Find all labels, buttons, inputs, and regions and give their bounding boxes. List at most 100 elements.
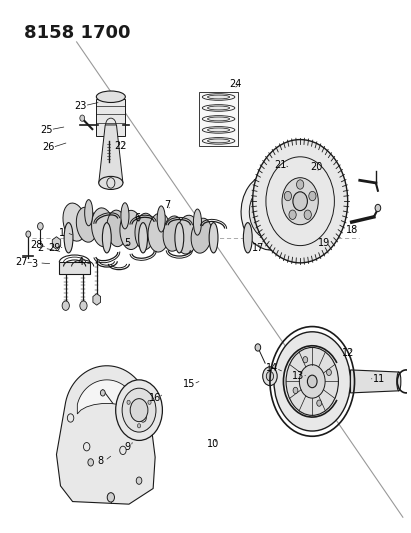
Ellipse shape [208, 106, 230, 110]
Ellipse shape [92, 208, 114, 247]
Text: 27: 27 [15, 257, 27, 268]
Ellipse shape [249, 183, 295, 240]
Ellipse shape [76, 207, 97, 242]
Polygon shape [96, 99, 125, 136]
Circle shape [115, 380, 162, 440]
Ellipse shape [241, 173, 303, 250]
Circle shape [303, 357, 308, 363]
Polygon shape [351, 370, 399, 393]
Circle shape [263, 367, 277, 385]
Circle shape [100, 390, 105, 396]
Text: 18: 18 [346, 225, 359, 235]
Circle shape [309, 191, 316, 201]
Text: 25: 25 [40, 125, 53, 135]
Polygon shape [56, 366, 155, 504]
Ellipse shape [85, 200, 93, 226]
Text: 23: 23 [74, 101, 87, 111]
Ellipse shape [208, 95, 230, 99]
Text: 8: 8 [98, 456, 104, 466]
Ellipse shape [120, 211, 142, 249]
Polygon shape [99, 125, 123, 183]
Ellipse shape [107, 210, 127, 247]
Text: 4: 4 [78, 257, 84, 268]
Circle shape [26, 231, 31, 237]
Circle shape [282, 177, 318, 225]
Circle shape [307, 375, 317, 387]
Circle shape [266, 372, 274, 381]
Text: 20: 20 [310, 162, 323, 172]
Polygon shape [77, 380, 136, 414]
Text: 14: 14 [266, 364, 278, 373]
Circle shape [289, 210, 296, 220]
Circle shape [62, 301, 69, 310]
Ellipse shape [163, 216, 183, 251]
Ellipse shape [243, 223, 252, 253]
Circle shape [137, 424, 141, 428]
Circle shape [293, 387, 298, 393]
Ellipse shape [175, 223, 184, 253]
Circle shape [107, 492, 115, 502]
Text: 22: 22 [115, 141, 127, 151]
Text: 8158 1700: 8158 1700 [24, 23, 131, 42]
Text: 9: 9 [124, 442, 130, 451]
Circle shape [80, 301, 87, 310]
Text: 17: 17 [252, 243, 264, 253]
Circle shape [88, 459, 94, 466]
Circle shape [299, 365, 325, 398]
Ellipse shape [176, 215, 199, 254]
Circle shape [122, 388, 156, 432]
Ellipse shape [209, 223, 218, 253]
Circle shape [284, 191, 291, 201]
Text: 13: 13 [292, 371, 304, 381]
Polygon shape [199, 92, 238, 147]
Ellipse shape [139, 223, 148, 253]
Text: 3: 3 [31, 259, 37, 269]
Text: 2: 2 [37, 243, 44, 253]
Text: 11: 11 [372, 374, 385, 384]
Ellipse shape [64, 223, 73, 253]
Ellipse shape [148, 213, 170, 252]
Ellipse shape [397, 372, 401, 391]
Ellipse shape [63, 203, 86, 241]
Polygon shape [93, 294, 101, 305]
Circle shape [127, 400, 130, 405]
Circle shape [327, 369, 331, 376]
Circle shape [136, 477, 142, 484]
Ellipse shape [135, 213, 155, 250]
Ellipse shape [208, 128, 230, 132]
Text: 5: 5 [124, 238, 130, 248]
Ellipse shape [191, 218, 212, 253]
Text: 28: 28 [30, 239, 42, 249]
Text: 15: 15 [183, 379, 196, 389]
Circle shape [255, 344, 261, 351]
Text: 6: 6 [134, 213, 140, 223]
Ellipse shape [194, 209, 201, 235]
Circle shape [37, 223, 43, 230]
Circle shape [148, 400, 151, 405]
Text: 1: 1 [60, 228, 66, 238]
Ellipse shape [96, 91, 125, 102]
Text: 12: 12 [342, 348, 355, 358]
Circle shape [80, 115, 85, 122]
Circle shape [253, 140, 348, 263]
Circle shape [296, 180, 304, 189]
Text: 29: 29 [48, 243, 61, 253]
Ellipse shape [157, 206, 165, 232]
Circle shape [304, 210, 312, 220]
Circle shape [293, 192, 307, 211]
Ellipse shape [208, 117, 230, 121]
Polygon shape [52, 237, 61, 249]
Circle shape [130, 399, 148, 422]
Ellipse shape [99, 176, 123, 189]
Text: 19: 19 [318, 238, 330, 248]
Circle shape [274, 332, 351, 431]
Text: 10: 10 [208, 439, 220, 449]
Circle shape [317, 400, 321, 406]
Circle shape [375, 204, 381, 212]
Polygon shape [59, 262, 90, 274]
Text: 7: 7 [164, 200, 171, 211]
Text: 26: 26 [42, 142, 55, 152]
Text: 16: 16 [149, 393, 161, 403]
Ellipse shape [208, 139, 230, 143]
Ellipse shape [121, 203, 129, 229]
